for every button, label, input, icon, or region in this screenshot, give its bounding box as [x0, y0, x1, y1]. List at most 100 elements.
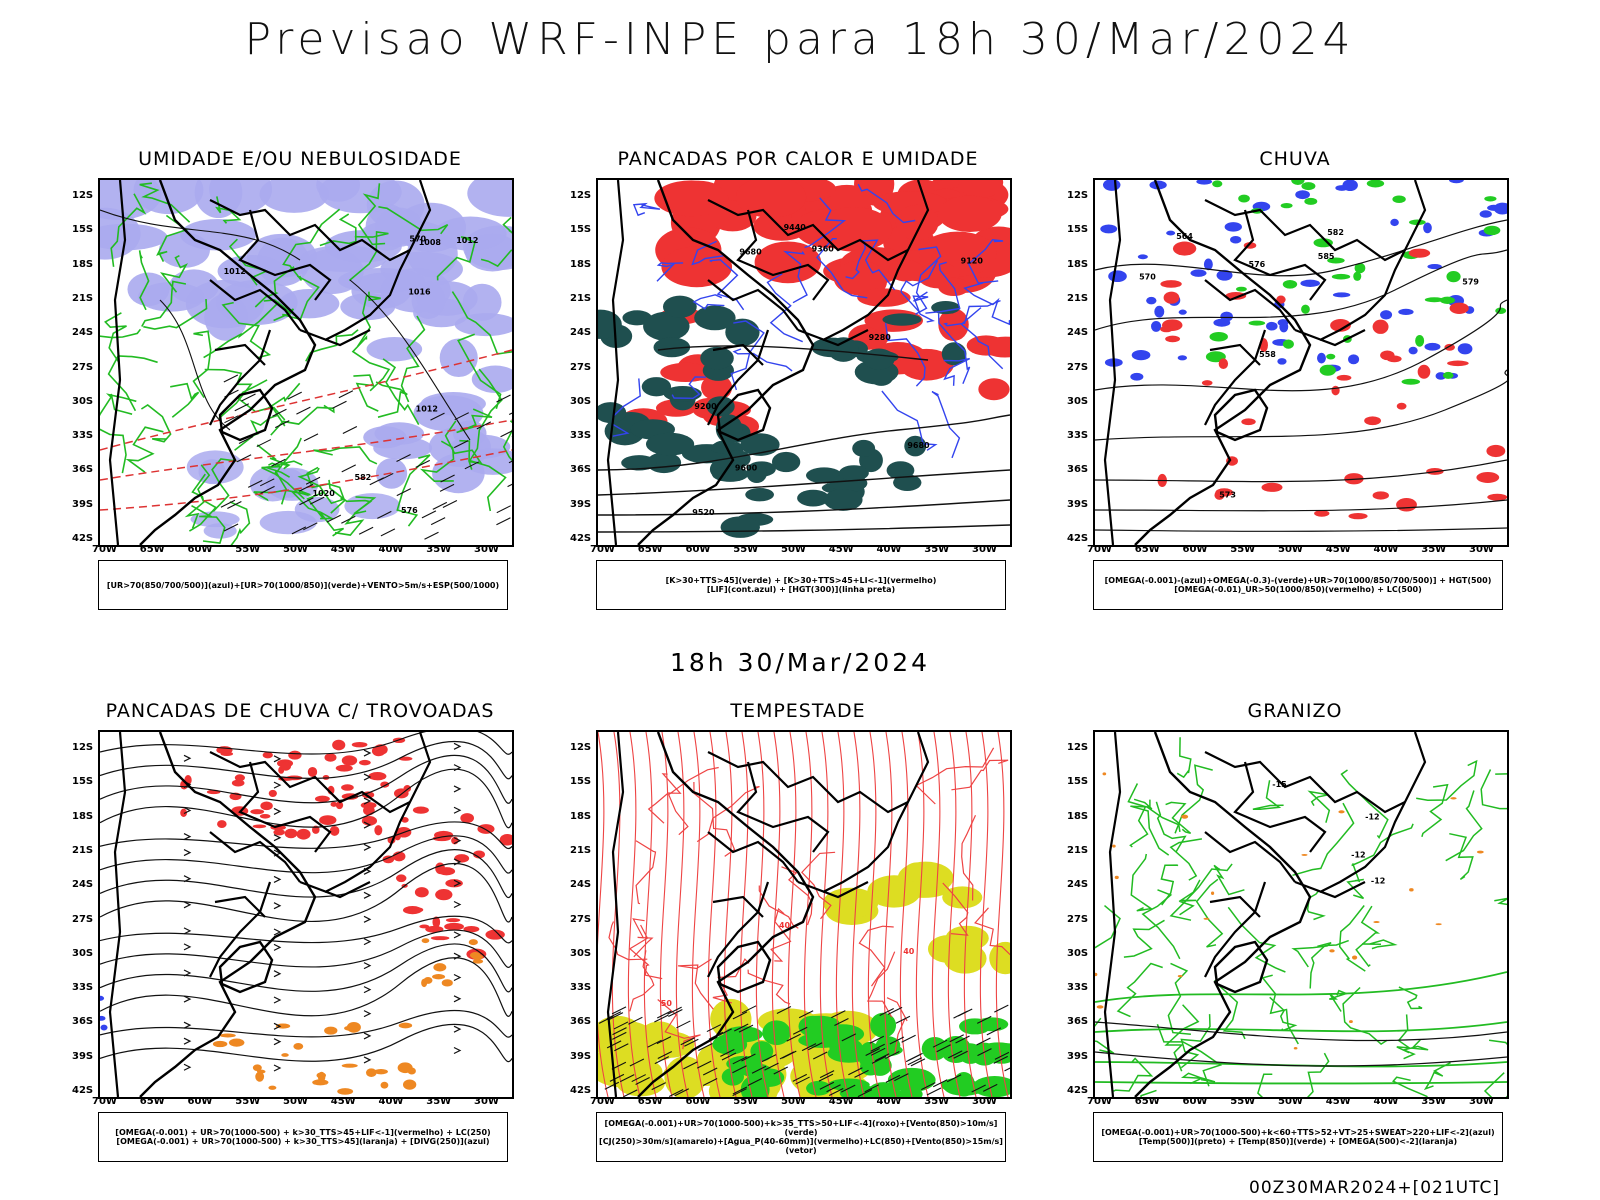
lon-tick-label: 70W: [1087, 544, 1112, 555]
lat-tick-label: 27S: [1067, 361, 1089, 373]
lon-tick-label: 65W: [1134, 1096, 1160, 1107]
lat-tick-label: 24S: [570, 879, 592, 891]
lat-tick-label: 42S: [570, 1085, 592, 1096]
lat-tick-label: 39S: [1067, 498, 1089, 510]
lon-tick-label: 55W: [733, 1096, 759, 1107]
contour-label: 1016: [408, 288, 431, 297]
lon-tick-label: 70W: [92, 1096, 117, 1107]
contour-label: -12: [1371, 877, 1385, 886]
lon-tick-label: 65W: [637, 544, 663, 555]
lat-tick-label: 39S: [72, 1050, 94, 1062]
lon-tick-label: 35W: [1421, 544, 1447, 555]
lon-tick-label: 50W: [1278, 544, 1303, 555]
lon-tick-label: 40W: [876, 1096, 902, 1107]
lat-tick-label: 30S: [570, 395, 592, 407]
lon-tick-label: 45W: [828, 544, 854, 555]
lon-tick-label: 65W: [139, 544, 165, 555]
contour-label: 570: [1139, 272, 1156, 281]
contour-label: 582: [1327, 228, 1344, 237]
legend-line: [OMEGA(-0.001) + UR>70(1000-500) + k>30_…: [116, 1137, 490, 1146]
lat-tick-label: 12S: [570, 190, 592, 201]
legend-line: [UR>70(850/700/500)](azul)+[UR>70(1000/8…: [106, 580, 500, 590]
lat-tick-label: 30S: [72, 947, 94, 959]
legend-line: [Temp(500)](preto) + [Temp(850)](verde) …: [1138, 1137, 1458, 1146]
map-legend: [OMEGA(-0.001)+UR>70(1000-500)+k<60+TTS>…: [1093, 1112, 1503, 1162]
lat-tick-label: 33S: [72, 430, 94, 442]
panel-title: TEMPESTADE: [730, 700, 866, 722]
lat-tick-label: 21S: [1067, 292, 1089, 304]
panel-title: PANCADAS DE CHUVA C/ TROVOADAS: [105, 700, 495, 722]
lon-tick-label: 40W: [378, 544, 404, 555]
lat-tick-label: 42S: [72, 1085, 94, 1096]
lat-tick-label: 42S: [72, 533, 94, 544]
legend-line: [OMEGA(-0.001)-(azul)+OMEGA(-0.3)-(verde…: [1104, 576, 1492, 585]
lon-tick-label: 70W: [590, 1096, 615, 1107]
lat-tick-label: 18S: [570, 258, 592, 270]
map-legend: [K>30+TTS>45](verde) + [K>30+TTS>45+LI<-…: [596, 560, 1006, 610]
panel-title: GRANIZO: [1247, 700, 1343, 722]
legend-line: [OMEGA(-0.001)+UR>70(1000-500)+k<60+TTS>…: [1101, 1128, 1495, 1137]
main-title: Previsao WRF-INPE para 18h 30/Mar/2024: [244, 14, 1356, 65]
lat-tick-label: 27S: [570, 913, 592, 925]
lat-tick-label: 39S: [570, 1050, 592, 1062]
lat-tick-label: 24S: [570, 327, 592, 339]
panel-storm: TEMPESTADE 12S 15S 18S 21S 24S 27S 30S 33S 36S 39…: [568, 700, 1028, 1180]
lon-tick-label: 45W: [1325, 544, 1351, 555]
lon-tick-label: 55W: [733, 544, 759, 555]
lon-tick-label: 60W: [685, 544, 711, 555]
map-legend: [OMEGA(-0.001)-(azul)+OMEGA(-0.3)-(verde…: [1093, 560, 1503, 610]
contour-label: 585: [1318, 252, 1335, 261]
lat-tick-label: 21S: [570, 292, 592, 304]
panel-title: CHUVA: [1259, 148, 1331, 170]
lat-tick-label: 30S: [1067, 947, 1089, 959]
lon-tick-label: 50W: [283, 1096, 308, 1107]
lat-tick-label: 18S: [72, 810, 94, 822]
forecast-map: 585 582 579 576 573 570 564 558: [1093, 178, 1509, 547]
lat-tick-label: 24S: [1067, 879, 1089, 891]
panel-humidity: UMIDADE E/OU NEBULOSIDADE 12S 15S 18S 21S 24…: [70, 148, 530, 628]
lat-tick-label: 33S: [570, 982, 592, 994]
contour-label: 9120: [961, 256, 984, 265]
lon-tick-label: 40W: [876, 544, 902, 555]
legend-line: [OMEGA(-0.01)_UR>50(1000/850)(vermelho) …: [1174, 585, 1422, 594]
lon-tick-label: 35W: [426, 1096, 452, 1107]
lat-tick-label: 27S: [72, 913, 94, 925]
contour-label: 576: [1249, 260, 1266, 269]
lat-tick-label: 15S: [1067, 224, 1089, 236]
lon-tick-label: 55W: [1230, 1096, 1256, 1107]
lon-tick-label: 65W: [139, 1096, 165, 1107]
lat-tick-label: 27S: [570, 361, 592, 373]
forecast-map: 9680 9680 9600 9520 9440 9360 9280 9200 9120: [596, 178, 1012, 547]
lat-tick-label: 27S: [1067, 913, 1089, 925]
lat-tick-label: 24S: [1067, 327, 1089, 339]
lat-tick-label: 15S: [72, 224, 94, 236]
lat-tick-label: 24S: [72, 879, 94, 891]
mid-time-label: 18h 30/Mar/2024: [669, 648, 931, 677]
contour-label: 1012: [416, 404, 438, 413]
lon-tick-label: 30W: [1469, 544, 1494, 555]
contour-label: 40: [903, 947, 915, 956]
lat-tick-label: 12S: [72, 742, 94, 753]
contour-label: 1012: [456, 236, 478, 245]
lat-tick-label: 39S: [570, 498, 592, 510]
lon-tick-label: 35W: [924, 544, 950, 555]
lon-tick-label: 50W: [781, 1096, 806, 1107]
contour-label: 9680: [907, 441, 930, 450]
lat-tick-label: 21S: [72, 292, 94, 304]
contour-label: 9680: [739, 247, 762, 256]
panel-hail: GRANIZO 12S 15S 18S 21S 24S 27S 30S 33S 36S 39S 42…: [1065, 700, 1525, 1180]
lon-tick-label: 30W: [1469, 1096, 1494, 1107]
forecast-map: -12 -12 -15 -12: [1093, 730, 1509, 1099]
lat-tick-label: 12S: [1067, 190, 1089, 201]
contour-label: 582: [355, 473, 372, 482]
contour-label: -15: [1272, 780, 1287, 789]
legend-line: [OMEGA(-0.001)+UR>70(1000-500)+k>35_TTS>…: [604, 1119, 998, 1137]
lat-tick-label: 42S: [1067, 1085, 1089, 1096]
lat-tick-label: 36S: [1067, 1016, 1089, 1028]
panel-title: UMIDADE E/OU NEBULOSIDADE: [138, 148, 462, 170]
contour-label: 9360: [812, 245, 835, 254]
contour-label: 9200: [694, 402, 717, 411]
lon-tick-label: 30W: [972, 1096, 997, 1107]
lat-tick-label: 15S: [72, 776, 94, 788]
legend-line: [LIF](cont.azul) + [HGT(300)](linha pret…: [706, 585, 896, 594]
